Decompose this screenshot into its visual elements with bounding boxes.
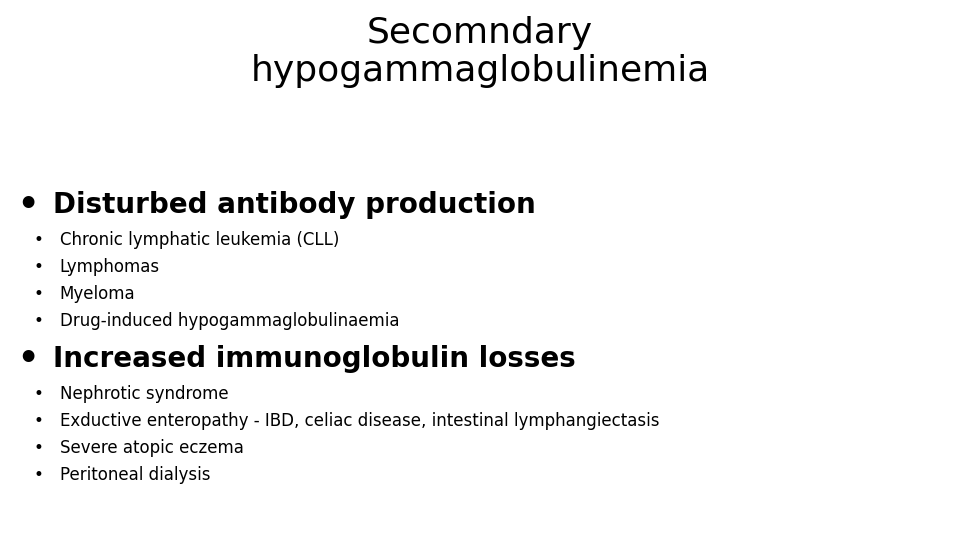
Text: •: • xyxy=(34,285,43,303)
Text: •: • xyxy=(34,312,43,330)
Text: Disturbed antibody production: Disturbed antibody production xyxy=(53,191,536,219)
Text: Secomndary
hypogammaglobulinemia: Secomndary hypogammaglobulinemia xyxy=(251,16,709,88)
Text: Severe atopic eczema: Severe atopic eczema xyxy=(60,439,244,457)
Text: •: • xyxy=(34,412,43,430)
Text: Exductive enteropathy - IBD, celiac disease, intestinal lymphangiectasis: Exductive enteropathy - IBD, celiac dise… xyxy=(60,412,659,430)
Text: •: • xyxy=(17,342,38,376)
Text: •: • xyxy=(34,231,43,249)
Text: Peritoneal dialysis: Peritoneal dialysis xyxy=(60,466,210,484)
Text: Nephrotic syndrome: Nephrotic syndrome xyxy=(60,385,228,403)
Text: •: • xyxy=(34,439,43,457)
Text: •: • xyxy=(17,188,38,222)
Text: Drug-induced hypogammaglobulinaemia: Drug-induced hypogammaglobulinaemia xyxy=(60,312,399,330)
Text: Myeloma: Myeloma xyxy=(60,285,135,303)
Text: •: • xyxy=(34,466,43,484)
Text: •: • xyxy=(34,385,43,403)
Text: •: • xyxy=(34,258,43,276)
Text: Lymphomas: Lymphomas xyxy=(60,258,159,276)
Text: Increased immunoglobulin losses: Increased immunoglobulin losses xyxy=(53,345,576,373)
Text: Chronic lymphatic leukemia (CLL): Chronic lymphatic leukemia (CLL) xyxy=(60,231,339,249)
